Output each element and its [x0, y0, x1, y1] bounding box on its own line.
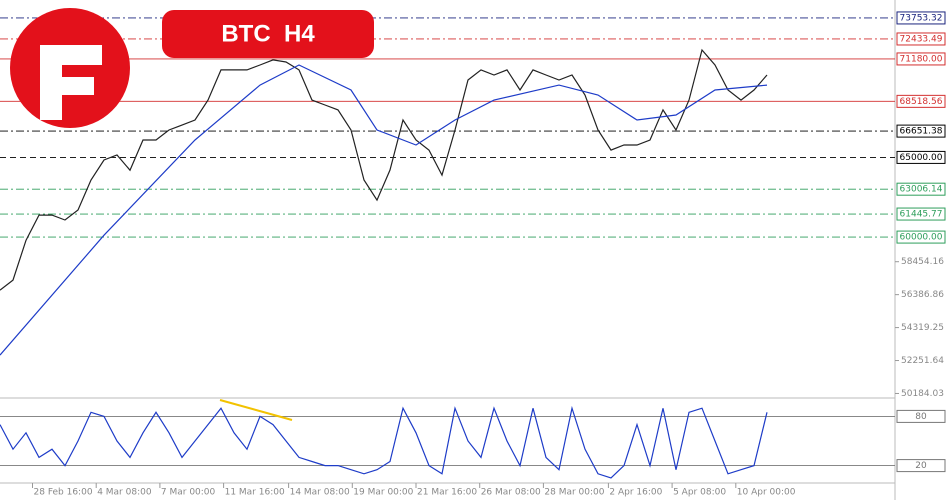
- x-tick-label: 4 Mar 08:00: [97, 488, 152, 498]
- level-label-box: [896, 207, 946, 221]
- level-label: 60000.00: [900, 233, 943, 243]
- x-tick-label: 7 Mar 00:00: [161, 488, 216, 498]
- level-label-box: [896, 124, 946, 138]
- level-label-box: [896, 94, 946, 108]
- x-tick-label: 2 Apr 16:00: [609, 488, 662, 498]
- chart-title: BTC H4: [221, 20, 315, 47]
- x-tick-label: 28 Feb 16:00: [34, 488, 93, 498]
- level-label: 71180.00: [900, 54, 943, 64]
- divergence-line: [219, 399, 293, 421]
- y-tick-label: 54319.25: [901, 323, 944, 333]
- x-tick-label: 19 Mar 00:00: [353, 488, 413, 498]
- level-label-box: [896, 11, 946, 25]
- series-line: [0, 48, 768, 291]
- level-label: 63006.14: [900, 185, 943, 195]
- y-tick-label: 56386.86: [901, 290, 944, 300]
- level-label-box: [896, 150, 946, 164]
- level-label: 72433.49: [900, 34, 943, 44]
- level-label: 20: [915, 461, 927, 471]
- level-label: 80: [915, 412, 927, 422]
- level-label-box: [896, 459, 946, 473]
- x-tick-label: 5 Apr 08:00: [673, 488, 726, 498]
- x-tick-label: 21 Mar 16:00: [417, 488, 477, 498]
- plot: 50184.03 52251.64 54319.25 56386.86 58454.16…: [0, 11, 946, 498]
- level-label-box: [896, 409, 946, 423]
- level-label: 61445.77: [900, 210, 943, 220]
- series-line: [0, 405, 768, 479]
- title-box: [162, 10, 374, 58]
- x-tick-label: 10 Apr 00:00: [737, 488, 796, 498]
- level-label-box: [896, 52, 946, 66]
- x-tick-label: 28 Mar 00:00: [544, 488, 604, 498]
- x-tick-label: 26 Mar 08:00: [481, 488, 541, 498]
- level-label: 65000.00: [900, 153, 943, 163]
- level-label-box: [896, 32, 946, 46]
- level-label: 73753.32: [900, 13, 943, 23]
- x-tick-label: 11 Mar 16:00: [225, 488, 285, 498]
- level-label-box: [896, 182, 946, 196]
- y-tick-label: 50184.03: [901, 389, 944, 399]
- level-label-box: [896, 230, 946, 244]
- level-label: 68518.56: [900, 97, 943, 107]
- y-tick-label: 58454.16: [901, 257, 944, 267]
- logo: [10, 8, 130, 128]
- x-tick-label: 14 Mar 08:00: [290, 488, 350, 498]
- level-label: 66651.38: [900, 127, 943, 137]
- series-line: [0, 64, 768, 356]
- y-tick-label: 52251.64: [901, 356, 944, 366]
